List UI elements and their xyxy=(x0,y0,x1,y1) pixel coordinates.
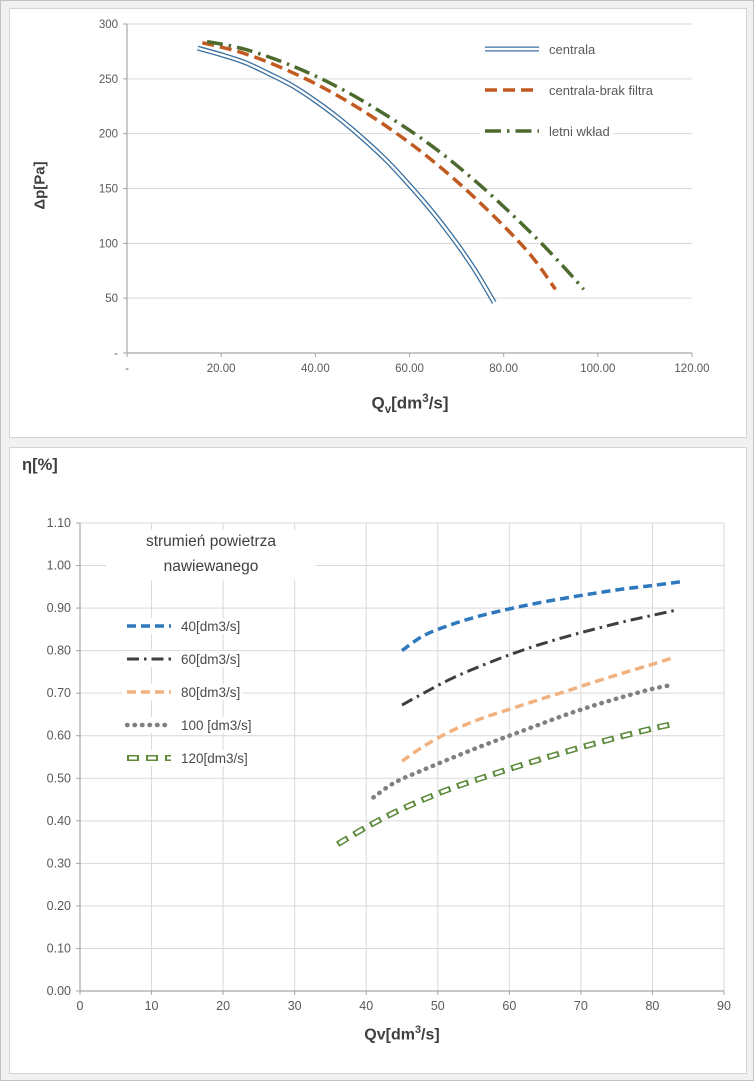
series-line-inner xyxy=(336,722,675,846)
legend-line-sample-120 xyxy=(127,755,171,761)
efficiency-chart-panel: 0 10 20 30 40 50 60 70 80 90 0.00 0.10 0.20 0.30 0.40 0… xyxy=(9,447,747,1074)
legend-entry-centrala: centrala xyxy=(480,41,599,57)
tick-label: 90 xyxy=(717,999,731,1013)
tick-label: 0.20 xyxy=(47,899,71,913)
legend-entry-60: 60[dm3/s] xyxy=(122,651,244,667)
tick-label: 1.00 xyxy=(47,559,71,573)
legend-entry-100: 100 [dm3/s] xyxy=(122,717,255,733)
series-line xyxy=(400,579,682,653)
tick-label: 80.00 xyxy=(489,363,518,375)
tick-label: 0.80 xyxy=(47,644,71,658)
tick-label: 300 xyxy=(99,19,118,31)
tick-label: 0.90 xyxy=(47,601,71,615)
tick-label: 50 xyxy=(431,999,445,1013)
tick-label: 30 xyxy=(288,999,302,1013)
tick-label: 80 xyxy=(645,999,659,1013)
legend-label-40: 40[dm3/s] xyxy=(181,618,241,634)
tick-label: 20.00 xyxy=(207,363,236,375)
tick-label: 0.60 xyxy=(47,729,71,743)
efficiency-legend-title: strumień powietrza nawiewanego xyxy=(106,530,316,580)
pressure-chart-legend: centrala centrala-brak filtra letni wkła… xyxy=(480,41,657,139)
tick-label: - xyxy=(125,363,129,375)
legend-label-letni-wklad: letni wkład xyxy=(549,123,610,139)
legend-label-100: 100 [dm3/s] xyxy=(181,717,252,733)
tick-label: 60 xyxy=(502,999,516,1013)
tick-label: 70 xyxy=(574,999,588,1013)
series-line xyxy=(336,720,675,847)
legend-entry-80: 80[dm3/s] xyxy=(122,684,244,700)
tick-label: 0.50 xyxy=(47,771,71,785)
tick-label: 0.30 xyxy=(47,856,71,870)
efficiency-legend-title-line1: strumień powietrza xyxy=(145,533,277,550)
tick-label: 250 xyxy=(99,74,118,86)
series-line xyxy=(401,655,675,763)
tick-label: 0.10 xyxy=(47,941,71,955)
legend-line-sample-centrala xyxy=(485,46,539,52)
tick-label: 60.00 xyxy=(395,363,424,375)
tick-label: 0.40 xyxy=(47,814,71,828)
tick-label: 0.70 xyxy=(47,686,71,700)
tick-label: 10 xyxy=(145,999,159,1013)
tick-label: 40 xyxy=(359,999,373,1013)
tick-label: 0 xyxy=(77,999,84,1013)
legend-line-sample-80 xyxy=(127,690,171,694)
series-line xyxy=(206,39,586,291)
pressure-chart-panel: - 20.00 40.00 60.00 80.00 100.00 120.00 - 50 100 1… xyxy=(9,8,747,438)
legend-entry-40: 40[dm3/s] xyxy=(122,618,244,634)
efficiency-chart-legend: 40[dm3/s] 60[dm3/s] 80[dm3/s] 100 [dm3/s… xyxy=(122,618,255,766)
tick-label: 200 xyxy=(99,129,118,141)
tick-label: 0.00 xyxy=(47,984,71,998)
legend-label-60: 60[dm3/s] xyxy=(181,651,241,667)
legend-label-centrala: centrala xyxy=(549,41,596,57)
legend-label-centrala-brak-filtra: centrala-brak filtra xyxy=(549,82,654,98)
series-line xyxy=(401,609,675,707)
tick-label: 100 xyxy=(99,238,118,250)
tick-label: 150 xyxy=(99,184,118,196)
pressure-y-axis-title: Δp[Pa] xyxy=(31,161,49,210)
legend-label-120: 120[dm3/s] xyxy=(181,750,248,766)
legend-label-80: 80[dm3/s] xyxy=(181,684,241,700)
legend-entry-letni-wklad: letni wkład xyxy=(480,123,613,139)
legend-entry-120: 120[dm3/s] xyxy=(122,750,251,766)
tick-label: 120.00 xyxy=(674,363,709,375)
tick-label: - xyxy=(114,348,118,360)
legend-line-sample-60 xyxy=(127,657,171,661)
legend-line-sample-40 xyxy=(127,624,171,628)
tick-label: 50 xyxy=(105,293,118,305)
legend-line-sample-100 xyxy=(125,722,173,728)
series-line xyxy=(201,40,557,291)
series-line xyxy=(196,45,497,304)
efficiency-chart-title: η[%] xyxy=(22,456,58,474)
efficiency-legend-title-line2: nawiewanego xyxy=(163,557,259,575)
legend-line-sample-letni-wklad xyxy=(485,129,539,133)
efficiency-x-axis-title: Qv[dm3/s] xyxy=(364,1024,440,1044)
tick-label: 40.00 xyxy=(301,363,330,375)
legend-entry-centrala-brak-filtra: centrala-brak filtra xyxy=(480,82,657,98)
tick-label: 1.10 xyxy=(47,516,71,530)
series-line xyxy=(371,682,677,800)
efficiency-chart: 0 10 20 30 40 50 60 70 80 90 0.00 0.10 0.20 0.30 0.40 0… xyxy=(47,516,731,1013)
pressure-chart: - 20.00 40.00 60.00 80.00 100.00 120.00 - 50 100 1… xyxy=(99,19,710,375)
series-line-inner xyxy=(197,46,496,304)
pressure-x-axis-title: Qv[dm3/s] xyxy=(371,393,449,417)
tick-label: 100.00 xyxy=(580,363,615,375)
tick-label: 20 xyxy=(216,999,230,1013)
legend-line-sample-centrala-brak-filtra xyxy=(485,88,539,92)
